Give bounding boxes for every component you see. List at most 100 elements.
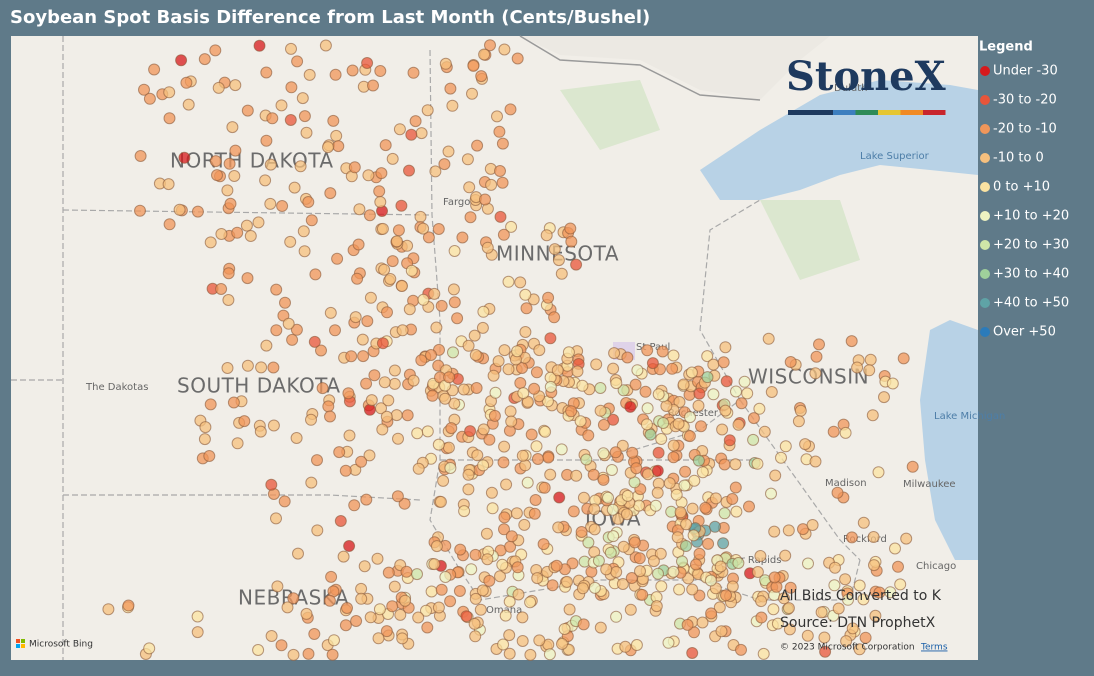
bid-dot xyxy=(709,520,721,533)
bid-dot xyxy=(390,409,403,422)
bid-dot xyxy=(673,583,686,596)
bid-dot xyxy=(439,392,452,405)
bid-dot xyxy=(300,607,313,620)
bid-dot xyxy=(480,527,493,540)
bid-dot xyxy=(368,369,381,382)
bid-dot xyxy=(199,421,212,434)
bid-dot xyxy=(297,225,310,238)
bid-dot xyxy=(667,349,680,362)
bid-dot xyxy=(252,644,265,656)
bid-dot xyxy=(720,589,732,602)
bid-dot xyxy=(872,466,885,479)
bid-dot xyxy=(351,272,364,285)
bid-dot xyxy=(442,441,455,454)
bid-dot xyxy=(707,358,720,371)
bid-dot xyxy=(270,283,283,296)
bid-dot xyxy=(717,537,730,550)
bid-dot xyxy=(162,178,175,191)
city-label: Milwaukee xyxy=(903,479,956,490)
bid-dot xyxy=(537,538,550,551)
legend-label: Under -30 xyxy=(993,64,1058,79)
bid-dot xyxy=(191,610,204,623)
bid-dot xyxy=(514,377,527,389)
bid-dot xyxy=(255,361,268,374)
bid-dot xyxy=(570,258,583,271)
bid-dot xyxy=(447,346,459,359)
bid-dot xyxy=(726,580,739,593)
bid-dot xyxy=(626,446,639,459)
bid-dot xyxy=(426,389,439,402)
bid-dot xyxy=(533,634,546,647)
bid-dot xyxy=(260,134,273,147)
bid-dot xyxy=(337,550,350,563)
bid-dot xyxy=(453,585,466,597)
bid-dot xyxy=(339,464,352,477)
bid-dot xyxy=(719,341,732,354)
bid-dot xyxy=(305,413,317,426)
bid-dot xyxy=(264,158,277,171)
bid-dot xyxy=(444,462,457,474)
bid-dot xyxy=(143,642,156,655)
bid-dot xyxy=(565,235,578,248)
bid-dot xyxy=(610,610,623,623)
legend-label: 0 to +10 xyxy=(993,180,1050,195)
bid-dot xyxy=(211,169,223,182)
bid-dot xyxy=(831,486,844,499)
bid-dot xyxy=(425,349,437,361)
bid-dot xyxy=(271,580,284,593)
bid-dot xyxy=(401,409,414,422)
bid-dot xyxy=(730,385,742,398)
bid-dot xyxy=(276,200,289,212)
bid-dot xyxy=(324,410,336,423)
bid-dot xyxy=(496,176,509,189)
bid-dot xyxy=(209,44,222,57)
bid-dot xyxy=(686,583,699,596)
bid-dot xyxy=(624,603,637,616)
bid-dot xyxy=(588,503,601,516)
bid-dot xyxy=(864,353,877,366)
bid-dot xyxy=(324,306,337,319)
bid-dot xyxy=(853,643,866,656)
bid-dot xyxy=(754,550,767,562)
bid-dot xyxy=(285,42,297,55)
bid-dot xyxy=(412,462,425,475)
bid-dot xyxy=(163,112,176,125)
bid-dot xyxy=(592,554,605,567)
bid-dot xyxy=(768,571,781,584)
terms-link[interactable]: Terms xyxy=(920,643,948,653)
bid-dot xyxy=(421,621,434,634)
bid-dot xyxy=(300,126,313,139)
bid-dot xyxy=(138,83,150,96)
bid-dot xyxy=(688,474,701,487)
bid-dot xyxy=(652,567,664,580)
bid-dot xyxy=(594,404,607,417)
legend-swatch xyxy=(980,211,990,221)
bid-dot xyxy=(290,432,303,444)
bid-dot xyxy=(292,547,304,560)
bid-dot xyxy=(376,222,389,235)
canada xyxy=(11,36,830,100)
bid-dot xyxy=(356,333,369,346)
bid-dot xyxy=(464,211,477,224)
bid-dot xyxy=(692,399,705,412)
bid-dot xyxy=(443,371,456,384)
logo-bar-segment xyxy=(833,110,856,115)
bid-dot xyxy=(378,376,391,389)
bid-dot xyxy=(608,347,621,360)
bid-dot xyxy=(644,428,657,441)
bid-dot xyxy=(323,594,336,607)
bid-dot xyxy=(305,214,318,227)
bid-dot xyxy=(361,315,374,328)
bid-dot xyxy=(851,361,864,374)
bid-dot xyxy=(478,48,491,61)
city-label: Chicago xyxy=(916,561,956,572)
bid-dot xyxy=(332,140,345,153)
bid-dot xyxy=(517,387,530,400)
bid-dot xyxy=(575,526,588,538)
bid-dot xyxy=(866,409,879,422)
bid-dot xyxy=(609,446,622,459)
bid-dot xyxy=(647,555,660,568)
bid-dot xyxy=(555,443,568,456)
bid-dot xyxy=(667,451,680,464)
bid-dot xyxy=(696,616,709,629)
